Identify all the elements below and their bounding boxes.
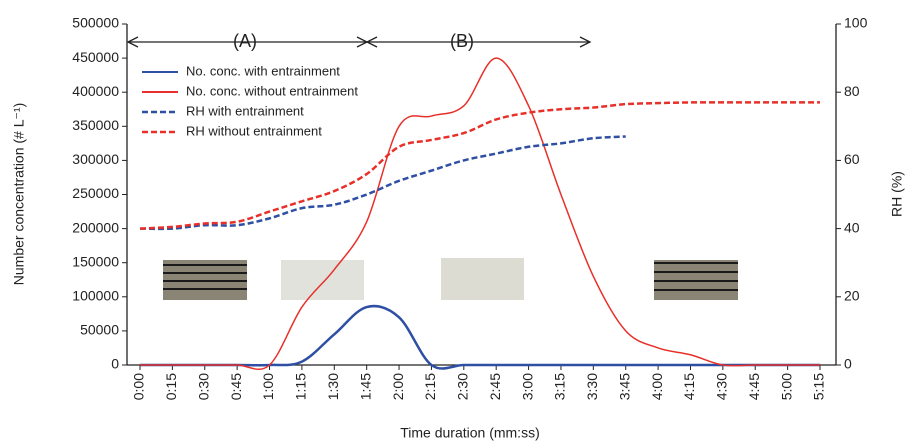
y2-tick-label: 0 [844, 356, 852, 372]
x-tick-label: 0:15 [163, 373, 179, 400]
x-tick-label: 5:15 [811, 373, 827, 400]
y-tick-label: 450000 [72, 49, 119, 65]
y-tick-label: 50000 [80, 322, 119, 338]
x-tick-label: 3:15 [552, 373, 568, 400]
x-tick-label: 3:45 [616, 373, 632, 400]
y-tick-label: 400000 [72, 83, 119, 99]
series-line [139, 135, 626, 231]
y-tick-label: 200000 [72, 219, 119, 235]
y2-tick-label: 20 [844, 288, 860, 304]
annotation-arrow [126, 36, 592, 48]
x-tick-label: 1:45 [357, 373, 373, 400]
x-tick-label: 1:15 [293, 373, 309, 400]
x-tick-label: 4:30 [714, 373, 730, 400]
x-tick-label: 2:00 [390, 373, 406, 400]
series-line [140, 57, 820, 370]
y-tick-label: 100000 [72, 288, 119, 304]
x-tick-label: 4:15 [681, 373, 697, 400]
x-tick-label: 0:00 [131, 373, 147, 400]
thumbnail [441, 258, 524, 300]
x-tick-label: 0:30 [195, 373, 211, 400]
y-tick-label: 0 [111, 356, 119, 372]
y2-tick-label: 40 [844, 219, 860, 235]
legend: No. conc. with entrainment No. conc. with… [142, 63, 358, 138]
y-tick-label: 500000 [72, 15, 119, 31]
y2-tick-label: 80 [844, 83, 860, 99]
x-tick-label: 4:45 [746, 373, 762, 400]
x-tick-label: 4:00 [649, 373, 665, 400]
x-tick-label: 1:00 [260, 373, 276, 400]
thumbnail [163, 260, 247, 300]
x-tick-label: 3:00 [519, 373, 535, 400]
series-line [140, 304, 820, 370]
legend-label: RH without entrainment [186, 123, 322, 138]
y2-tick-label: 60 [844, 151, 860, 167]
thumbnail [281, 260, 364, 300]
thumbnail [654, 260, 738, 300]
legend-label: No. conc. with entrainment [186, 63, 340, 78]
x-tick-label: 0:45 [228, 373, 244, 400]
x-tick-label: 2:45 [487, 373, 503, 400]
x-tick-label: 1:30 [325, 373, 341, 400]
series-line [139, 101, 821, 230]
y-tick-label: 350000 [72, 117, 119, 133]
x-axis-label: Time duration (mm:ss) [400, 425, 540, 441]
y-tick-label: 300000 [72, 151, 119, 167]
y2-axis-label: RH (%) [889, 171, 905, 217]
y-tick-label: 250000 [72, 185, 119, 201]
x-tick-label: 5:00 [778, 373, 794, 400]
x-tick-label: 2:15 [422, 373, 438, 400]
y-tick-label: 150000 [72, 253, 119, 269]
y2-tick-label: 100 [844, 15, 868, 31]
x-tick-label: 3:30 [584, 373, 600, 400]
annotation: (A) [233, 31, 257, 51]
legend-label: RH with entrainment [186, 103, 304, 118]
annotation: (B) [450, 31, 474, 51]
legend-label: No. conc. without entrainment [186, 83, 358, 98]
y-axis-label: Number concentration (# L⁻¹) [11, 103, 27, 285]
x-tick-label: 2:30 [455, 373, 471, 400]
